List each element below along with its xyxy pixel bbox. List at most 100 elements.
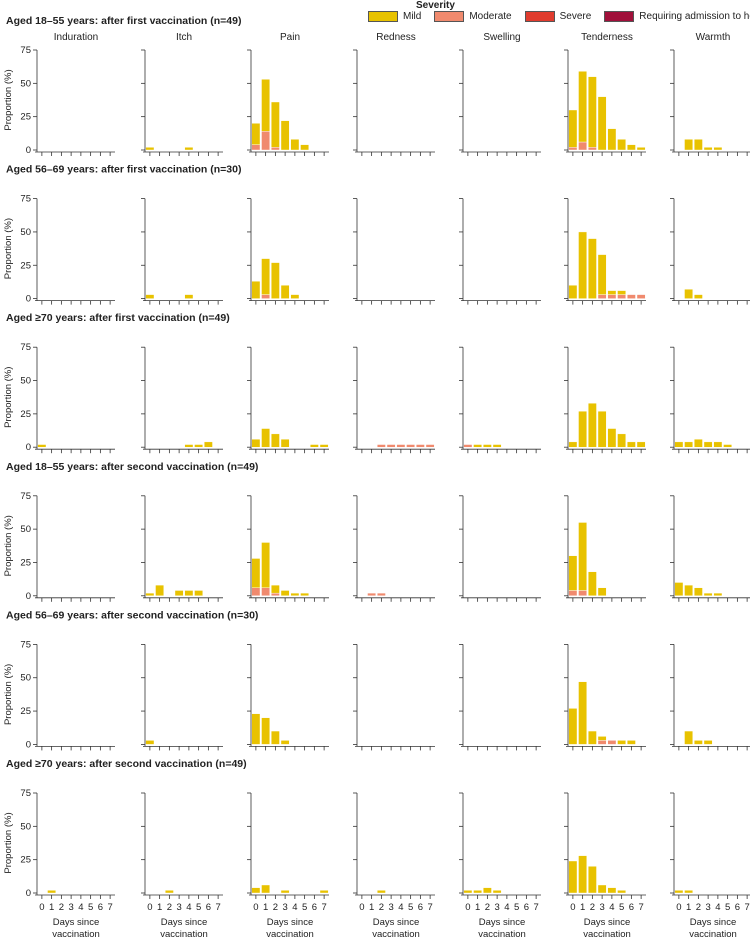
x-tick-label: 3 [282, 902, 287, 913]
bar-mild [684, 730, 693, 745]
x-tick-label: 4 [715, 902, 720, 913]
panel-pain: 0 1 2 3 4 5 6 7 Days since vaccination [247, 792, 329, 940]
x-tick-label: 2 [696, 902, 701, 913]
bar-mild [300, 144, 309, 151]
y-tick-label: 75 [20, 45, 31, 56]
x-tick-label: 4 [609, 902, 614, 913]
row-1: Aged 18–55 years: after first vaccinatio… [3, 15, 750, 156]
bar-moderate [261, 587, 270, 596]
x-tick-label: 5 [514, 902, 519, 913]
x-tick-label: 3 [494, 902, 499, 913]
y-tick-label: 25 [20, 855, 31, 866]
y-tick-label: 50 [20, 524, 31, 535]
bar-mild [597, 254, 607, 295]
y-tick-label: 75 [20, 194, 31, 205]
bar-mild [713, 592, 723, 597]
panel-swelling: 0 1 2 3 4 5 6 7 Days since vaccination [459, 792, 541, 940]
bar-mild [473, 444, 482, 448]
bar-moderate [386, 444, 396, 448]
bar-mild [37, 444, 47, 448]
x-axis-title: Days since vaccination [372, 917, 420, 940]
bar-mild [184, 294, 194, 299]
y-tick-label: 0 [26, 591, 31, 602]
x-tick-label: 1 [475, 902, 480, 913]
x-tick-label: 3 [599, 902, 604, 913]
bar-moderate [597, 294, 607, 299]
x-tick-label: 6 [524, 902, 529, 913]
x-tick-label: 2 [590, 902, 595, 913]
x-tick-label: 2 [273, 902, 278, 913]
x-tick-label: 5 [408, 902, 413, 913]
panel-tenderness: 0 1 2 3 4 5 6 7 Days since vaccination [564, 792, 646, 940]
bar-mild [578, 681, 587, 745]
bar-mild [617, 290, 626, 295]
x-tick-label: 6 [98, 902, 103, 913]
bar-mild [694, 139, 703, 151]
bar-mild [194, 444, 203, 448]
x-tick-label: 6 [312, 902, 317, 913]
x-tick-label: 0 [676, 902, 681, 913]
bar-mild [319, 444, 329, 448]
bar-mild [184, 444, 194, 448]
bar-mild [694, 294, 703, 299]
bar-mild [261, 258, 270, 295]
panel-warmth [670, 198, 750, 305]
bar-moderate [271, 592, 280, 597]
legend-item-mild: Mild [368, 11, 421, 22]
bar-mild [251, 123, 261, 145]
bar-moderate [578, 141, 587, 151]
panel-swelling [459, 346, 541, 454]
bar-mild [617, 139, 626, 151]
bar-mild [703, 740, 713, 745]
bar-mild [261, 79, 270, 132]
x-axis-title: Days since vaccination [478, 917, 526, 940]
bar-mild [492, 444, 502, 448]
bar-mild [261, 884, 270, 894]
bar-mild [568, 441, 578, 448]
bar-moderate [396, 444, 406, 448]
bar-mild [627, 740, 636, 745]
bar-mild [473, 890, 482, 894]
x-tick-label: 1 [49, 902, 54, 913]
bar-moderate [627, 294, 636, 299]
bar-mild [184, 590, 194, 597]
x-axis-title: Days since vaccination [689, 917, 737, 940]
legend-label-hospital: Requiring admission to hospital [639, 11, 750, 22]
panel-itch [141, 495, 223, 602]
bar-mild [607, 887, 617, 894]
x-tick-label: 7 [427, 902, 432, 913]
panel-warmth [670, 495, 750, 602]
bar-mild [568, 860, 578, 894]
legend-label-mild: Mild [403, 11, 422, 22]
x-tick-label: 3 [388, 902, 393, 913]
bar-mild [145, 294, 155, 299]
y-axis-title: Proportion (%) [3, 69, 14, 130]
panel-redness [353, 644, 435, 751]
bar-moderate [607, 740, 617, 745]
x-tick-label: 7 [107, 902, 112, 913]
row-title: Aged 18–55 years: after second vaccinati… [6, 461, 258, 473]
y-tick-label: 0 [26, 442, 31, 453]
x-tick-label: 6 [206, 902, 211, 913]
bar-mild [290, 139, 300, 151]
bar-moderate [607, 294, 617, 299]
bar-mild [684, 584, 693, 597]
bar-mild [597, 736, 607, 741]
bar-mild [674, 582, 684, 597]
legend-swatch-mild [368, 11, 398, 22]
panel-tenderness [564, 198, 646, 305]
y-tick-label: 25 [20, 112, 31, 123]
bar-mild [684, 890, 693, 894]
panel-warmth [670, 644, 750, 751]
row-4: Aged 18–55 years: after second vaccinati… [3, 461, 750, 602]
bar-mild [617, 740, 626, 745]
panel-pain: Pain [247, 32, 329, 156]
panel-title-redness: Redness [376, 32, 415, 43]
panel-swelling [459, 644, 541, 751]
bar-mild [251, 713, 261, 745]
row-2: Aged 56–69 years: after first vaccinatio… [3, 164, 750, 305]
panel-itch [141, 346, 223, 454]
bar-mild [578, 411, 587, 448]
bar-mild [684, 139, 693, 151]
